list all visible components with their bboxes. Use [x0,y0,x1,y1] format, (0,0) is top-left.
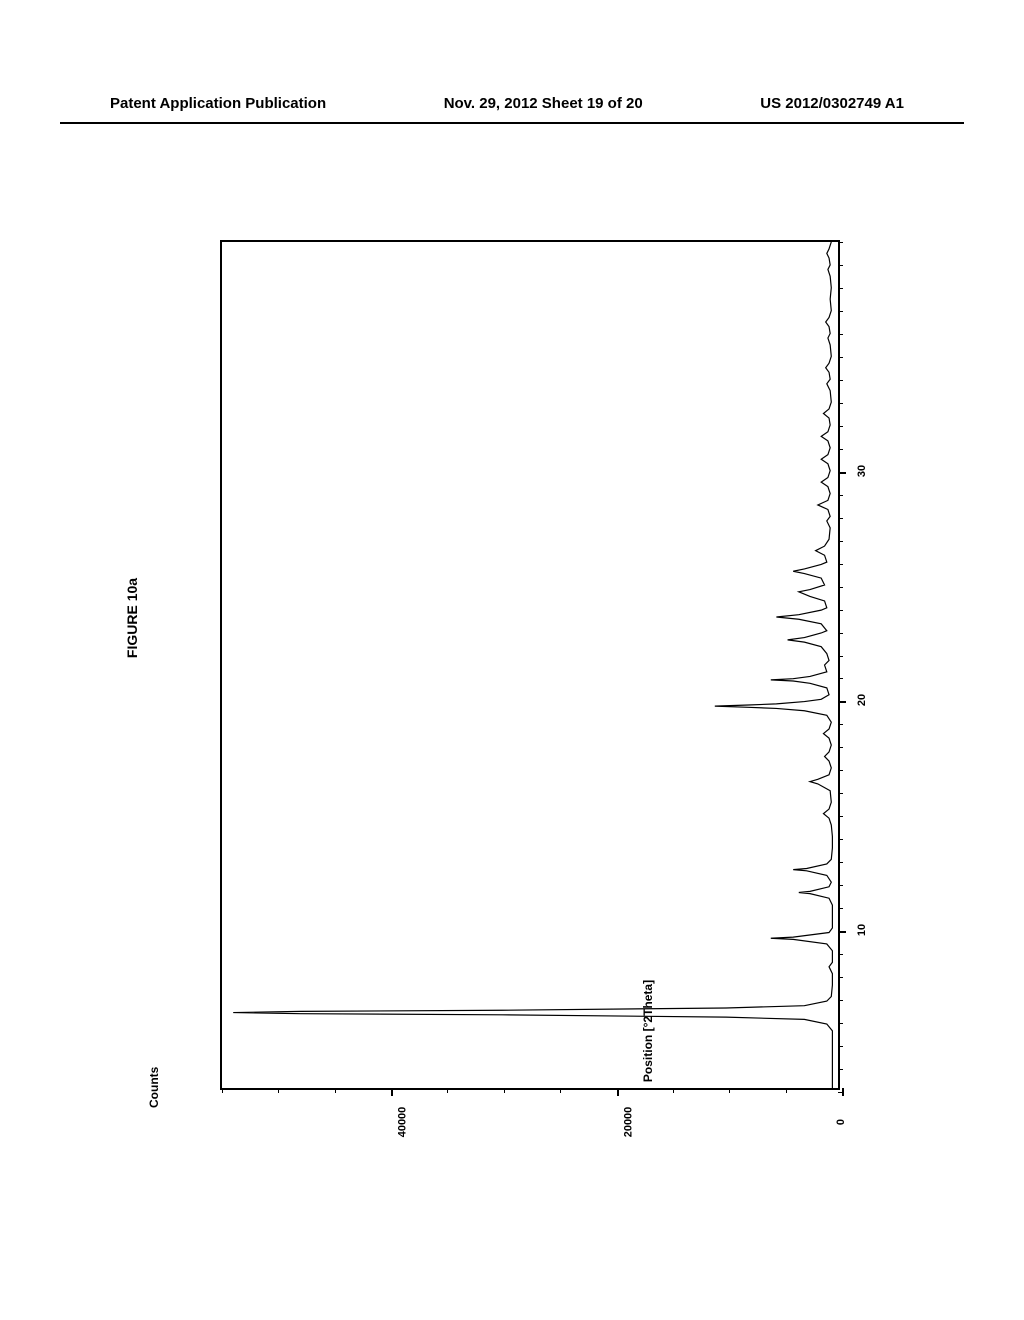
page-header: Patent Application Publication Nov. 29, … [0,95,1024,112]
y-minor-tick [222,1088,223,1093]
y-minor-tick [786,1088,787,1093]
x-minor-tick [838,380,843,381]
x-minor-tick [838,678,843,679]
x-minor-tick [838,541,843,542]
x-minor-tick [838,885,843,886]
y-tick-label: 20000 [622,1107,634,1138]
header-left: Patent Application Publication [110,95,326,112]
x-minor-tick [838,954,843,955]
x-minor-tick [838,334,843,335]
x-minor-tick [838,610,843,611]
xrd-curve [222,242,838,1088]
xrd-figure: FIGURE 10a Counts Position [°2Theta] 020… [160,180,850,1120]
x-minor-tick [838,403,843,404]
x-tick-label: 20 [856,694,868,706]
y-minor-tick [673,1088,674,1093]
x-minor-tick [838,242,843,243]
x-tick-label: 10 [856,924,868,936]
x-minor-tick [838,265,843,266]
x-minor-tick [838,816,843,817]
x-minor-tick [838,862,843,863]
x-minor-tick [838,977,843,978]
x-minor-tick [838,311,843,312]
header-center: Nov. 29, 2012 Sheet 19 of 20 [444,95,643,112]
x-minor-tick [838,839,843,840]
header-right: US 2012/0302749 A1 [760,95,904,112]
x-major-tick [838,931,846,933]
x-minor-tick [838,793,843,794]
x-minor-tick [838,656,843,657]
x-minor-tick [838,1000,843,1001]
x-minor-tick [838,564,843,565]
x-minor-tick [838,770,843,771]
x-major-tick [838,701,846,703]
x-minor-tick [838,1046,843,1047]
y-minor-tick [729,1088,730,1093]
figure-title: FIGURE 10a [124,578,140,658]
x-tick-label: 30 [856,465,868,477]
y-tick-label: 0 [835,1119,847,1125]
y-minor-tick [335,1088,336,1093]
x-minor-tick [838,357,843,358]
x-minor-tick [838,724,843,725]
y-minor-tick [447,1088,448,1093]
x-minor-tick [838,908,843,909]
x-minor-tick [838,449,843,450]
x-minor-tick [838,633,843,634]
x-axis-label: Position [°2Theta] [641,980,655,1082]
y-minor-tick [504,1088,505,1093]
x-minor-tick [838,288,843,289]
x-minor-tick [838,495,843,496]
y-axis-label: Counts [147,1067,161,1108]
x-minor-tick [838,426,843,427]
x-minor-tick [838,1023,843,1024]
header-divider [60,122,964,124]
xrd-data-line [233,242,832,1088]
y-major-tick [617,1088,619,1096]
y-minor-tick [278,1088,279,1093]
y-major-tick [391,1088,393,1096]
x-major-tick [838,472,846,474]
x-minor-tick [838,1092,843,1093]
x-minor-tick [838,518,843,519]
x-minor-tick [838,1069,843,1070]
y-minor-tick [560,1088,561,1093]
plot-area: Position [°2Theta] 02000040000102030 [220,240,840,1090]
y-tick-label: 40000 [396,1107,408,1138]
x-minor-tick [838,587,843,588]
x-minor-tick [838,747,843,748]
